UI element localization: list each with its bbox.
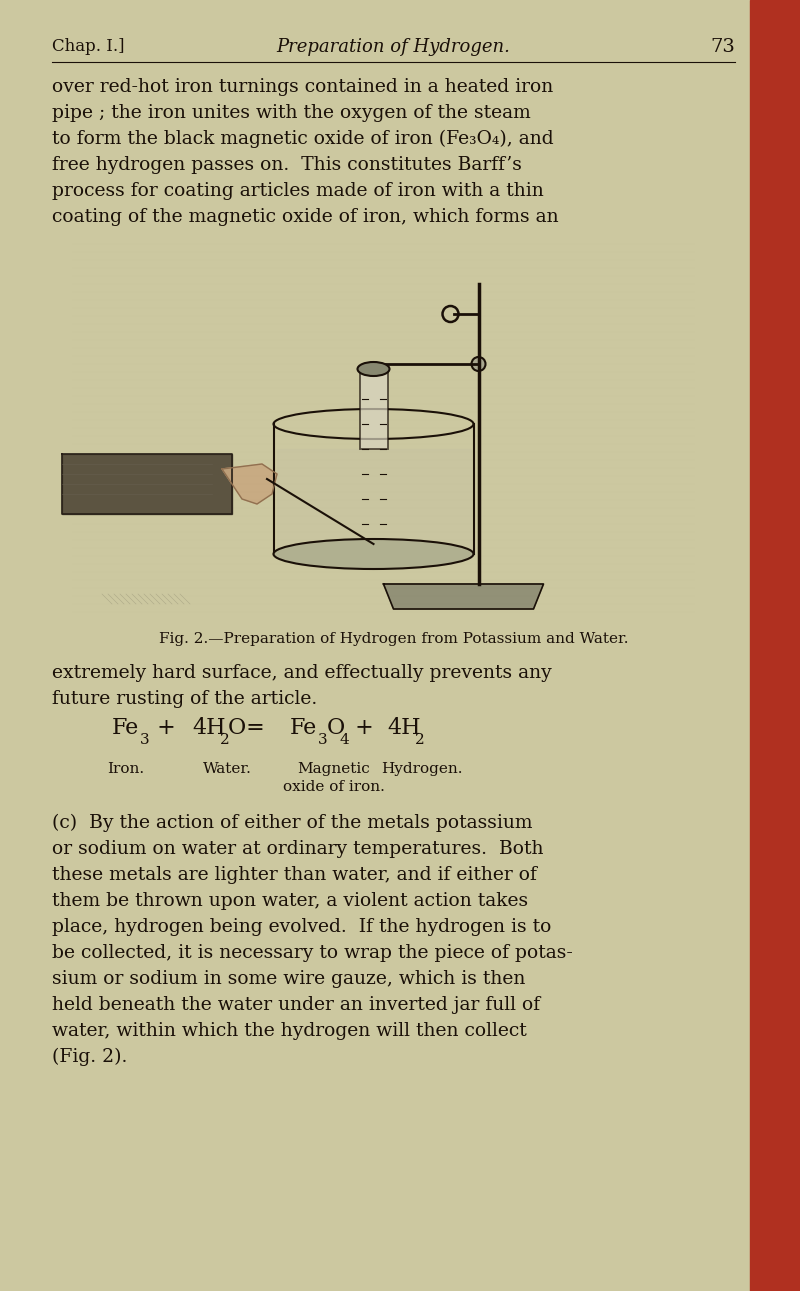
Text: (c)  By the action of either of the metals potassium: (c) By the action of either of the metal… — [52, 815, 533, 833]
Text: 3: 3 — [318, 733, 328, 747]
Text: them be thrown upon water, a violent action takes: them be thrown upon water, a violent act… — [52, 892, 528, 910]
Text: to form the black magnetic oxide of iron (Fe₃O₄), and: to form the black magnetic oxide of iron… — [52, 130, 554, 148]
Bar — [750, 0, 800, 1291]
Circle shape — [471, 358, 486, 371]
Text: (Fig. 2).: (Fig. 2). — [52, 1048, 127, 1066]
Text: place, hydrogen being evolved.  If the hydrogen is to: place, hydrogen being evolved. If the hy… — [52, 918, 551, 936]
Text: be collected, it is necessary to wrap the piece of potas-: be collected, it is necessary to wrap th… — [52, 944, 573, 962]
Text: Iron.: Iron. — [107, 762, 145, 776]
Text: 4H: 4H — [387, 717, 421, 738]
Polygon shape — [222, 463, 277, 503]
Text: future rusting of the article.: future rusting of the article. — [52, 689, 318, 707]
Text: =: = — [239, 717, 272, 738]
Text: O: O — [228, 717, 246, 738]
Ellipse shape — [358, 361, 390, 376]
Ellipse shape — [274, 540, 474, 569]
Text: O: O — [327, 717, 346, 738]
Text: Chap. I.]: Chap. I.] — [52, 37, 125, 56]
Text: 4H: 4H — [192, 717, 226, 738]
Text: +: + — [150, 717, 183, 738]
Text: 3: 3 — [140, 733, 150, 747]
Text: Water.: Water. — [202, 762, 251, 776]
Text: Fe: Fe — [112, 717, 139, 738]
Text: 2: 2 — [220, 733, 230, 747]
Text: extremely hard surface, and effectually prevents any: extremely hard surface, and effectually … — [52, 664, 552, 682]
Text: 4: 4 — [339, 733, 349, 747]
Text: 73: 73 — [710, 37, 735, 56]
Text: free hydrogen passes on.  This constitutes Barff’s: free hydrogen passes on. This constitute… — [52, 156, 522, 174]
Text: Fig. 2.—Preparation of Hydrogen from Potassium and Water.: Fig. 2.—Preparation of Hydrogen from Pot… — [158, 633, 628, 646]
Text: Magnetic: Magnetic — [298, 762, 370, 776]
Text: process for coating articles made of iron with a thin: process for coating articles made of iro… — [52, 182, 544, 200]
Text: these metals are lighter than water, and if either of: these metals are lighter than water, and… — [52, 866, 537, 884]
Text: held beneath the water under an inverted jar full of: held beneath the water under an inverted… — [52, 995, 540, 1013]
Text: Preparation of Hydrogen.: Preparation of Hydrogen. — [277, 37, 510, 56]
Text: oxide of iron.: oxide of iron. — [283, 780, 385, 794]
Text: +: + — [348, 717, 381, 738]
Text: Fe: Fe — [290, 717, 318, 738]
Text: pipe ; the iron unites with the oxygen of the steam: pipe ; the iron unites with the oxygen o… — [52, 105, 530, 123]
Text: or sodium on water at ordinary temperatures.  Both: or sodium on water at ordinary temperatu… — [52, 840, 543, 859]
Text: over red-hot iron turnings contained in a heated iron: over red-hot iron turnings contained in … — [52, 77, 554, 96]
Text: water, within which the hydrogen will then collect: water, within which the hydrogen will th… — [52, 1022, 526, 1041]
Bar — [359, 369, 387, 449]
Text: 2: 2 — [415, 733, 425, 747]
Text: coating of the magnetic oxide of iron, which forms an: coating of the magnetic oxide of iron, w… — [52, 208, 558, 226]
Polygon shape — [277, 449, 470, 553]
Text: sium or sodium in some wire gauze, which is then: sium or sodium in some wire gauze, which… — [52, 970, 526, 988]
Text: Hydrogen.: Hydrogen. — [382, 762, 462, 776]
Polygon shape — [62, 454, 232, 514]
Polygon shape — [383, 584, 543, 609]
